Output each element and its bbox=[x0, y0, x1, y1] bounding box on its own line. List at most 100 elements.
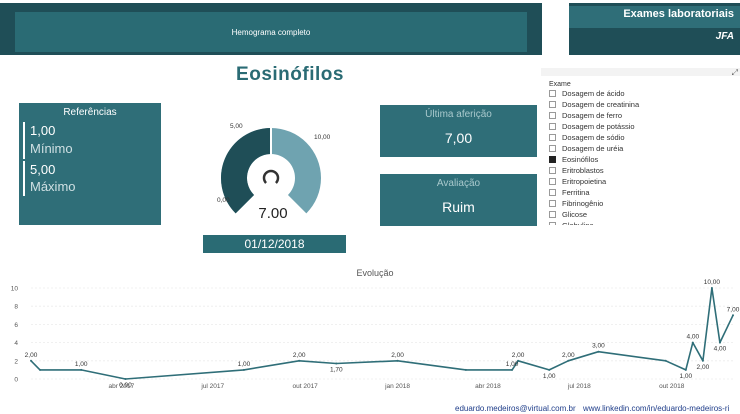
app-subtitle: JFA bbox=[715, 31, 734, 42]
checkbox-icon[interactable] bbox=[549, 112, 556, 119]
slicer-item[interactable]: Fibrinogênio bbox=[549, 198, 735, 209]
gauge-target-label: 5,00 bbox=[230, 123, 243, 130]
slicer-item[interactable]: Glicose bbox=[549, 209, 735, 220]
checkbox-icon[interactable] bbox=[549, 134, 556, 141]
slicer-item-label: Fibrinogênio bbox=[562, 199, 604, 208]
evaluation-value: Ruim bbox=[442, 199, 475, 215]
checkbox-icon[interactable] bbox=[549, 90, 556, 97]
data-point bbox=[298, 359, 301, 362]
slicer-item-label: Dosagem de creatinina bbox=[562, 100, 640, 109]
slicer-item[interactable]: Dosagem de ácido bbox=[549, 88, 735, 99]
data-point bbox=[718, 341, 721, 344]
data-label: 2,00 bbox=[562, 352, 575, 359]
slicer-item[interactable]: Globulina bbox=[549, 220, 735, 225]
data-label: 4,00 bbox=[714, 346, 727, 353]
evolution-line-chart: 0 2 4 6 8 10 abr 2017 jul 2017 out 2017 jan 2018 a… bbox=[11, 279, 740, 390]
app-title: Exames laboratoriais bbox=[623, 8, 734, 20]
slicer-item[interactable]: Dosagem de potássio bbox=[549, 121, 735, 132]
data-point bbox=[511, 368, 514, 371]
checkbox-checked-icon[interactable] bbox=[549, 156, 556, 163]
footer-email-link[interactable]: eduardo.medeiros@virtual.com.br bbox=[455, 404, 576, 413]
x-tick-label: out 2018 bbox=[659, 383, 685, 390]
chart-title: Evolução bbox=[356, 268, 394, 278]
checkbox-icon[interactable] bbox=[549, 178, 556, 185]
checkbox-icon[interactable] bbox=[549, 189, 556, 196]
tab-label: Hemograma completo bbox=[231, 27, 311, 37]
slicer-item-label: Dosagem de uréia bbox=[562, 144, 624, 153]
data-label: 2,00 bbox=[512, 352, 525, 359]
expand-icon[interactable]: ⤢ bbox=[731, 68, 738, 77]
data-point bbox=[396, 359, 399, 362]
x-tick-label: jul 2018 bbox=[567, 383, 591, 390]
slicer-item-label: Globulina bbox=[562, 221, 594, 225]
data-point bbox=[548, 368, 551, 371]
min-indicator-bar bbox=[23, 122, 25, 159]
data-point bbox=[701, 359, 704, 362]
data-label: 1,00 bbox=[679, 373, 692, 380]
y-tick-label: 6 bbox=[14, 322, 18, 329]
data-point bbox=[691, 341, 694, 344]
slicer-toolbar bbox=[541, 68, 740, 76]
checkbox-icon[interactable] bbox=[549, 167, 556, 174]
x-tick-label: out 2017 bbox=[293, 383, 319, 390]
references-panel: Referências 1,00 Mínimo 5,00 Máximo bbox=[19, 103, 161, 225]
gauge-fill-arc bbox=[221, 128, 271, 214]
slicer-item-label: Ferritina bbox=[562, 188, 590, 197]
slicer-item[interactable]: Dosagem de creatinina bbox=[549, 99, 735, 110]
data-label: 2,00 bbox=[293, 352, 306, 359]
y-tick-label: 4 bbox=[14, 340, 18, 347]
page-title: Eosinófilos bbox=[236, 64, 344, 85]
data-point bbox=[684, 368, 687, 371]
date-badge: 01/12/2018 bbox=[203, 235, 346, 253]
data-label: 4,00 bbox=[687, 334, 700, 341]
slicer-item[interactable]: Eritroblastos bbox=[549, 165, 735, 176]
max-label: Máximo bbox=[30, 179, 76, 194]
tab-hemograma-completo[interactable]: Hemograma completo bbox=[15, 12, 527, 52]
x-tick-label: abr 2018 bbox=[475, 383, 501, 390]
footer-linkedin-link[interactable]: www.linkedin.com/in/eduardo-medeiros-ri bbox=[583, 404, 730, 413]
slicer-item[interactable]: Dosagem de uréia bbox=[549, 143, 735, 154]
checkbox-icon[interactable] bbox=[549, 145, 556, 152]
data-point bbox=[517, 359, 520, 362]
checkbox-icon[interactable] bbox=[549, 101, 556, 108]
gauge-value: 7.00 bbox=[258, 205, 288, 222]
checkbox-icon[interactable] bbox=[549, 200, 556, 207]
slicer-item[interactable]: Eosinófilos bbox=[549, 154, 735, 165]
checkbox-icon[interactable] bbox=[549, 222, 556, 225]
data-point bbox=[664, 359, 667, 362]
slicer-item[interactable]: Ferritina bbox=[549, 187, 735, 198]
series-line bbox=[30, 287, 734, 380]
app-title-band bbox=[569, 6, 740, 28]
last-measurement-label: Última aferição bbox=[425, 109, 492, 120]
slicer-item[interactable]: Dosagem de ferro bbox=[549, 110, 735, 121]
slicer-list[interactable]: Dosagem de ácido Dosagem de creatinina Dos… bbox=[549, 84, 735, 225]
min-label: Mínimo bbox=[30, 141, 73, 156]
y-tick-label: 2 bbox=[14, 358, 18, 365]
measurement-date: 01/12/2018 bbox=[244, 237, 305, 251]
checkbox-icon[interactable] bbox=[549, 211, 556, 218]
references-heading: Referências bbox=[63, 107, 117, 118]
slicer-item-label: Dosagem de potássio bbox=[562, 122, 635, 131]
data-label: 10,00 bbox=[704, 279, 721, 286]
data-point bbox=[335, 362, 338, 365]
data-point bbox=[464, 368, 467, 371]
slicer-item[interactable]: Eritropoietina bbox=[549, 176, 735, 187]
checkbox-icon[interactable] bbox=[549, 123, 556, 130]
data-point bbox=[242, 368, 245, 371]
data-point bbox=[597, 350, 600, 353]
y-tick-label: 10 bbox=[11, 286, 19, 293]
data-label: 3,00 bbox=[592, 343, 605, 350]
slicer-item-label: Eritroblastos bbox=[562, 166, 604, 175]
data-point bbox=[39, 368, 42, 371]
slicer-item-label: Eritropoietina bbox=[562, 177, 607, 186]
gauge-hub-icon bbox=[262, 169, 280, 184]
x-tick-label: jan 2018 bbox=[384, 383, 410, 390]
data-point bbox=[80, 368, 83, 371]
slicer-item[interactable]: Dosagem de sódio bbox=[549, 132, 735, 143]
x-tick-label: abr 2017 bbox=[109, 383, 135, 390]
data-label: 1,00 bbox=[506, 361, 519, 368]
max-indicator-bar bbox=[23, 161, 25, 196]
slicer-header: Exame bbox=[549, 81, 571, 88]
slicer-item-label: Dosagem de sódio bbox=[562, 133, 625, 142]
min-value: 1,00 bbox=[30, 123, 56, 138]
